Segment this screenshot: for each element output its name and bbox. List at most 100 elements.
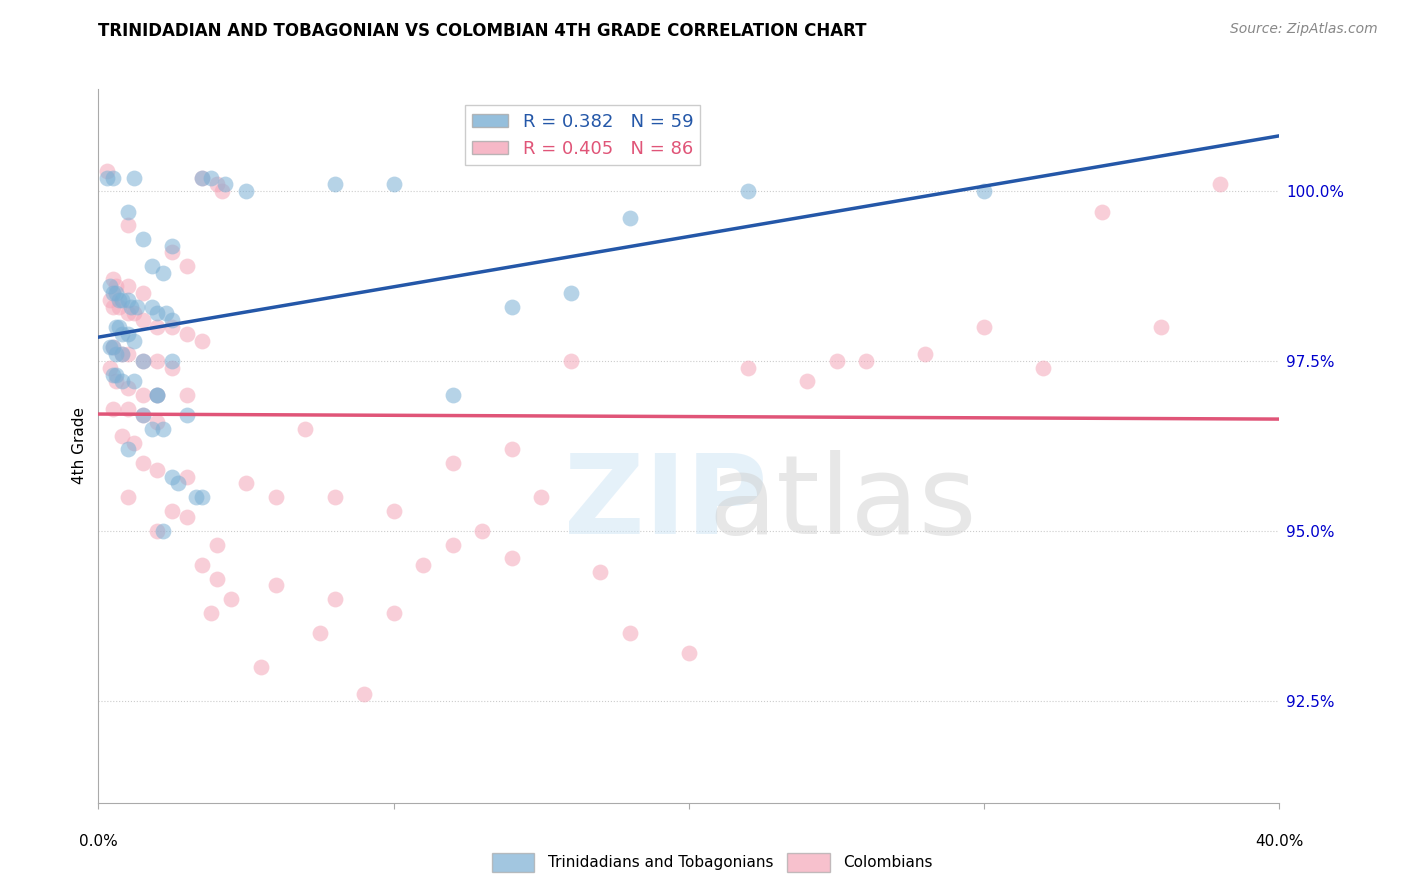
- Point: [1032, 360, 1054, 375]
- Point: [441, 456, 464, 470]
- Point: [530, 490, 553, 504]
- Point: [162, 313, 183, 327]
- Point: [973, 184, 995, 198]
- Point: [250, 660, 273, 674]
- Point: [176, 510, 198, 524]
- Point: [117, 279, 139, 293]
- Point: [191, 170, 214, 185]
- Point: [96, 170, 118, 185]
- Point: [103, 300, 125, 314]
- Point: [560, 354, 582, 368]
- Point: [108, 300, 131, 314]
- Point: [162, 245, 183, 260]
- Point: [117, 293, 139, 307]
- Point: [132, 456, 155, 470]
- Point: [323, 490, 346, 504]
- Point: [796, 375, 818, 389]
- Point: [105, 286, 128, 301]
- Point: [103, 272, 125, 286]
- Point: [103, 368, 125, 382]
- Point: [737, 360, 759, 375]
- Point: [1150, 320, 1173, 334]
- Point: [132, 313, 155, 327]
- Point: [205, 178, 228, 192]
- Point: [105, 347, 128, 361]
- Text: atlas: atlas: [709, 450, 977, 557]
- Point: [98, 293, 121, 307]
- Point: [111, 293, 134, 307]
- Point: [825, 354, 848, 368]
- Point: [471, 524, 494, 538]
- Point: [120, 300, 142, 314]
- Point: [117, 218, 139, 232]
- Point: [176, 469, 198, 483]
- Point: [1091, 204, 1114, 219]
- Point: [560, 286, 582, 301]
- Point: [117, 326, 139, 341]
- Point: [146, 388, 169, 402]
- Point: [132, 354, 155, 368]
- Point: [122, 334, 145, 348]
- Point: [125, 300, 148, 314]
- Point: [214, 178, 236, 192]
- Point: [105, 368, 128, 382]
- Point: [103, 170, 125, 185]
- Point: [211, 184, 233, 198]
- Point: [111, 375, 134, 389]
- Point: [98, 341, 121, 355]
- Point: [619, 626, 641, 640]
- Point: [678, 646, 700, 660]
- Point: [191, 558, 214, 572]
- Text: Colombians: Colombians: [844, 855, 934, 870]
- Text: 0.0%: 0.0%: [79, 834, 118, 849]
- Point: [353, 687, 375, 701]
- Point: [98, 360, 121, 375]
- Point: [132, 354, 155, 368]
- Point: [111, 326, 134, 341]
- Point: [323, 591, 346, 606]
- Point: [122, 306, 145, 320]
- Point: [152, 524, 174, 538]
- Point: [1209, 178, 1232, 192]
- Point: [323, 178, 346, 192]
- Point: [235, 476, 257, 491]
- Point: [103, 341, 125, 355]
- Point: [914, 347, 936, 361]
- Point: [141, 422, 163, 436]
- Point: [501, 300, 523, 314]
- Point: [162, 238, 183, 252]
- Point: [294, 422, 316, 436]
- Point: [105, 375, 128, 389]
- Point: [619, 211, 641, 226]
- Point: [200, 170, 222, 185]
- Point: [162, 360, 183, 375]
- Point: [146, 415, 169, 429]
- Point: [152, 266, 174, 280]
- Point: [176, 409, 198, 423]
- Point: [191, 490, 214, 504]
- Point: [162, 320, 183, 334]
- Point: [176, 388, 198, 402]
- Point: [382, 606, 405, 620]
- Point: [176, 326, 198, 341]
- Y-axis label: 4th Grade: 4th Grade: [72, 408, 87, 484]
- Point: [117, 306, 139, 320]
- Point: [441, 537, 464, 551]
- Point: [132, 286, 155, 301]
- Point: [103, 401, 125, 416]
- Point: [146, 524, 169, 538]
- Point: [501, 442, 523, 457]
- Point: [382, 503, 405, 517]
- Point: [973, 320, 995, 334]
- Point: [111, 429, 134, 443]
- Point: [105, 320, 128, 334]
- Point: [141, 259, 163, 273]
- Text: ZIP: ZIP: [564, 450, 768, 557]
- Point: [141, 300, 163, 314]
- Point: [146, 388, 169, 402]
- Point: [205, 572, 228, 586]
- Point: [122, 435, 145, 450]
- Point: [117, 490, 139, 504]
- Point: [382, 178, 405, 192]
- Point: [146, 320, 169, 334]
